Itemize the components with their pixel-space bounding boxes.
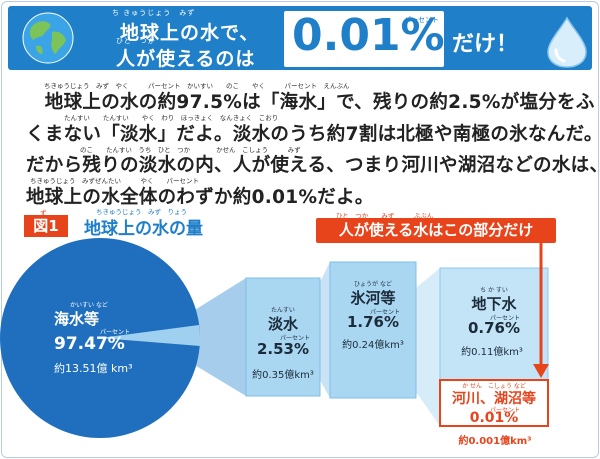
freshwater-box <box>245 277 321 397</box>
groundwater-amount: 約0.11億km³ <box>461 347 523 358</box>
body-ruby-3: のこ たんすい うち ひと つか かせん こしょう みず <box>80 146 301 154</box>
figure-title-ruby: ちきゅうじょう みず りょう <box>96 208 187 216</box>
globe-icon <box>22 12 74 64</box>
title-line1-ruby: ち きゅうじょう みず <box>112 9 196 17</box>
callout-label: 人が使える水はこの部分だけ <box>316 218 556 243</box>
seawater-name: 海水等 <box>54 310 100 328</box>
title-banner: ち きゅうじょう みず 地球上の水で、 ひと つか 人が使えるのは 0.01% … <box>8 6 592 70</box>
body-line-1: 地球上の水の約97.5%は「海水」で、残りの約2.5%が塩分をふ <box>26 92 595 113</box>
glacier-name: 氷河等 <box>350 289 396 307</box>
seawater-pct-ruby: パーセント <box>99 329 130 336</box>
groundwater-ruby: ち か すい <box>480 287 508 294</box>
rivers-percent: 0.01% <box>469 410 519 426</box>
figure-title: 地球上の水の量 <box>84 219 203 239</box>
groundwater-name: 地下水 <box>471 295 517 313</box>
big-percent-ruby: パーセント <box>404 16 439 24</box>
glacier-connector <box>320 262 330 398</box>
rivers-box <box>439 379 549 427</box>
figure-badge-ruby: ず <box>40 209 47 217</box>
freshwater-pct-ruby: パーセント <box>279 335 310 342</box>
glacier-percent: 1.76% <box>346 313 400 331</box>
body-ruby-1: ちきゅうじょう みず やく パーセント かいすい のこ やく パーセント えんぶ… <box>44 82 350 90</box>
banner-suffix: だけ！ <box>452 32 519 57</box>
groundwater-box <box>439 267 549 381</box>
seawater-percent: 97.47% <box>54 334 125 354</box>
glacier-amount: 約0.24億km³ <box>342 340 404 351</box>
freshwater-amount: 約0.35億km³ <box>252 370 314 381</box>
freshwater-slice <box>100 325 201 346</box>
percent-box: 0.01% パーセント <box>284 10 445 67</box>
seawater-ruby: かいすい など <box>70 302 108 309</box>
rivers-name: 河川、湖沼等 <box>452 391 536 407</box>
rivers-pct-ruby: パーセント <box>489 407 520 414</box>
body-line-4: 地球上の水全体のわずか約0.01%だよ。 <box>26 187 374 208</box>
body-ruby-2: たんすい たんすい やく わり ほっきょく なんきょく こおり <box>64 114 279 122</box>
figure-badge: 図1 <box>24 215 68 237</box>
freshwater-ruby: たんすい <box>271 307 295 314</box>
title-line2-ruby: ひと つか <box>116 37 156 45</box>
glacier-box <box>329 261 417 399</box>
groundwater-pct-ruby: パーセント <box>489 315 520 322</box>
rivers-ruby: か せん こしょう など <box>462 383 526 390</box>
callout-ruby: ひと つか みず ぶぶん <box>336 212 434 220</box>
banner-title-line1: 地球上の水で、 <box>120 22 260 44</box>
body-ruby-4: ちきゅうじょう みずぜんたい やく パーセント <box>30 177 199 185</box>
seawater-amount: 約13.51億 km³ <box>54 362 133 375</box>
rivers-amount: 約0.001億km³ <box>458 436 532 447</box>
big-percent: 0.01% <box>292 10 445 61</box>
glacier-ruby: ひょうが など <box>354 281 392 288</box>
banner-title-line2: 人が使えるのは <box>116 48 256 70</box>
freshwater-percent: 2.53% <box>256 340 310 358</box>
freshwater-name: 淡水 <box>267 315 298 333</box>
water-drop-icon <box>547 16 587 68</box>
groundwater-percent: 0.76% <box>467 319 521 337</box>
body-line-2: くまない「淡水」だよ。淡水のうち約7割は北極や南極の氷なんだ。 <box>26 124 600 145</box>
groundwater-connector <box>416 268 440 426</box>
glacier-pct-ruby: パーセント <box>369 309 400 316</box>
callout-arrow-head <box>533 364 549 378</box>
body-line-3: だから残りの淡水の内、人が使える、つまり河川や湖沼などの水は、 <box>26 155 600 176</box>
